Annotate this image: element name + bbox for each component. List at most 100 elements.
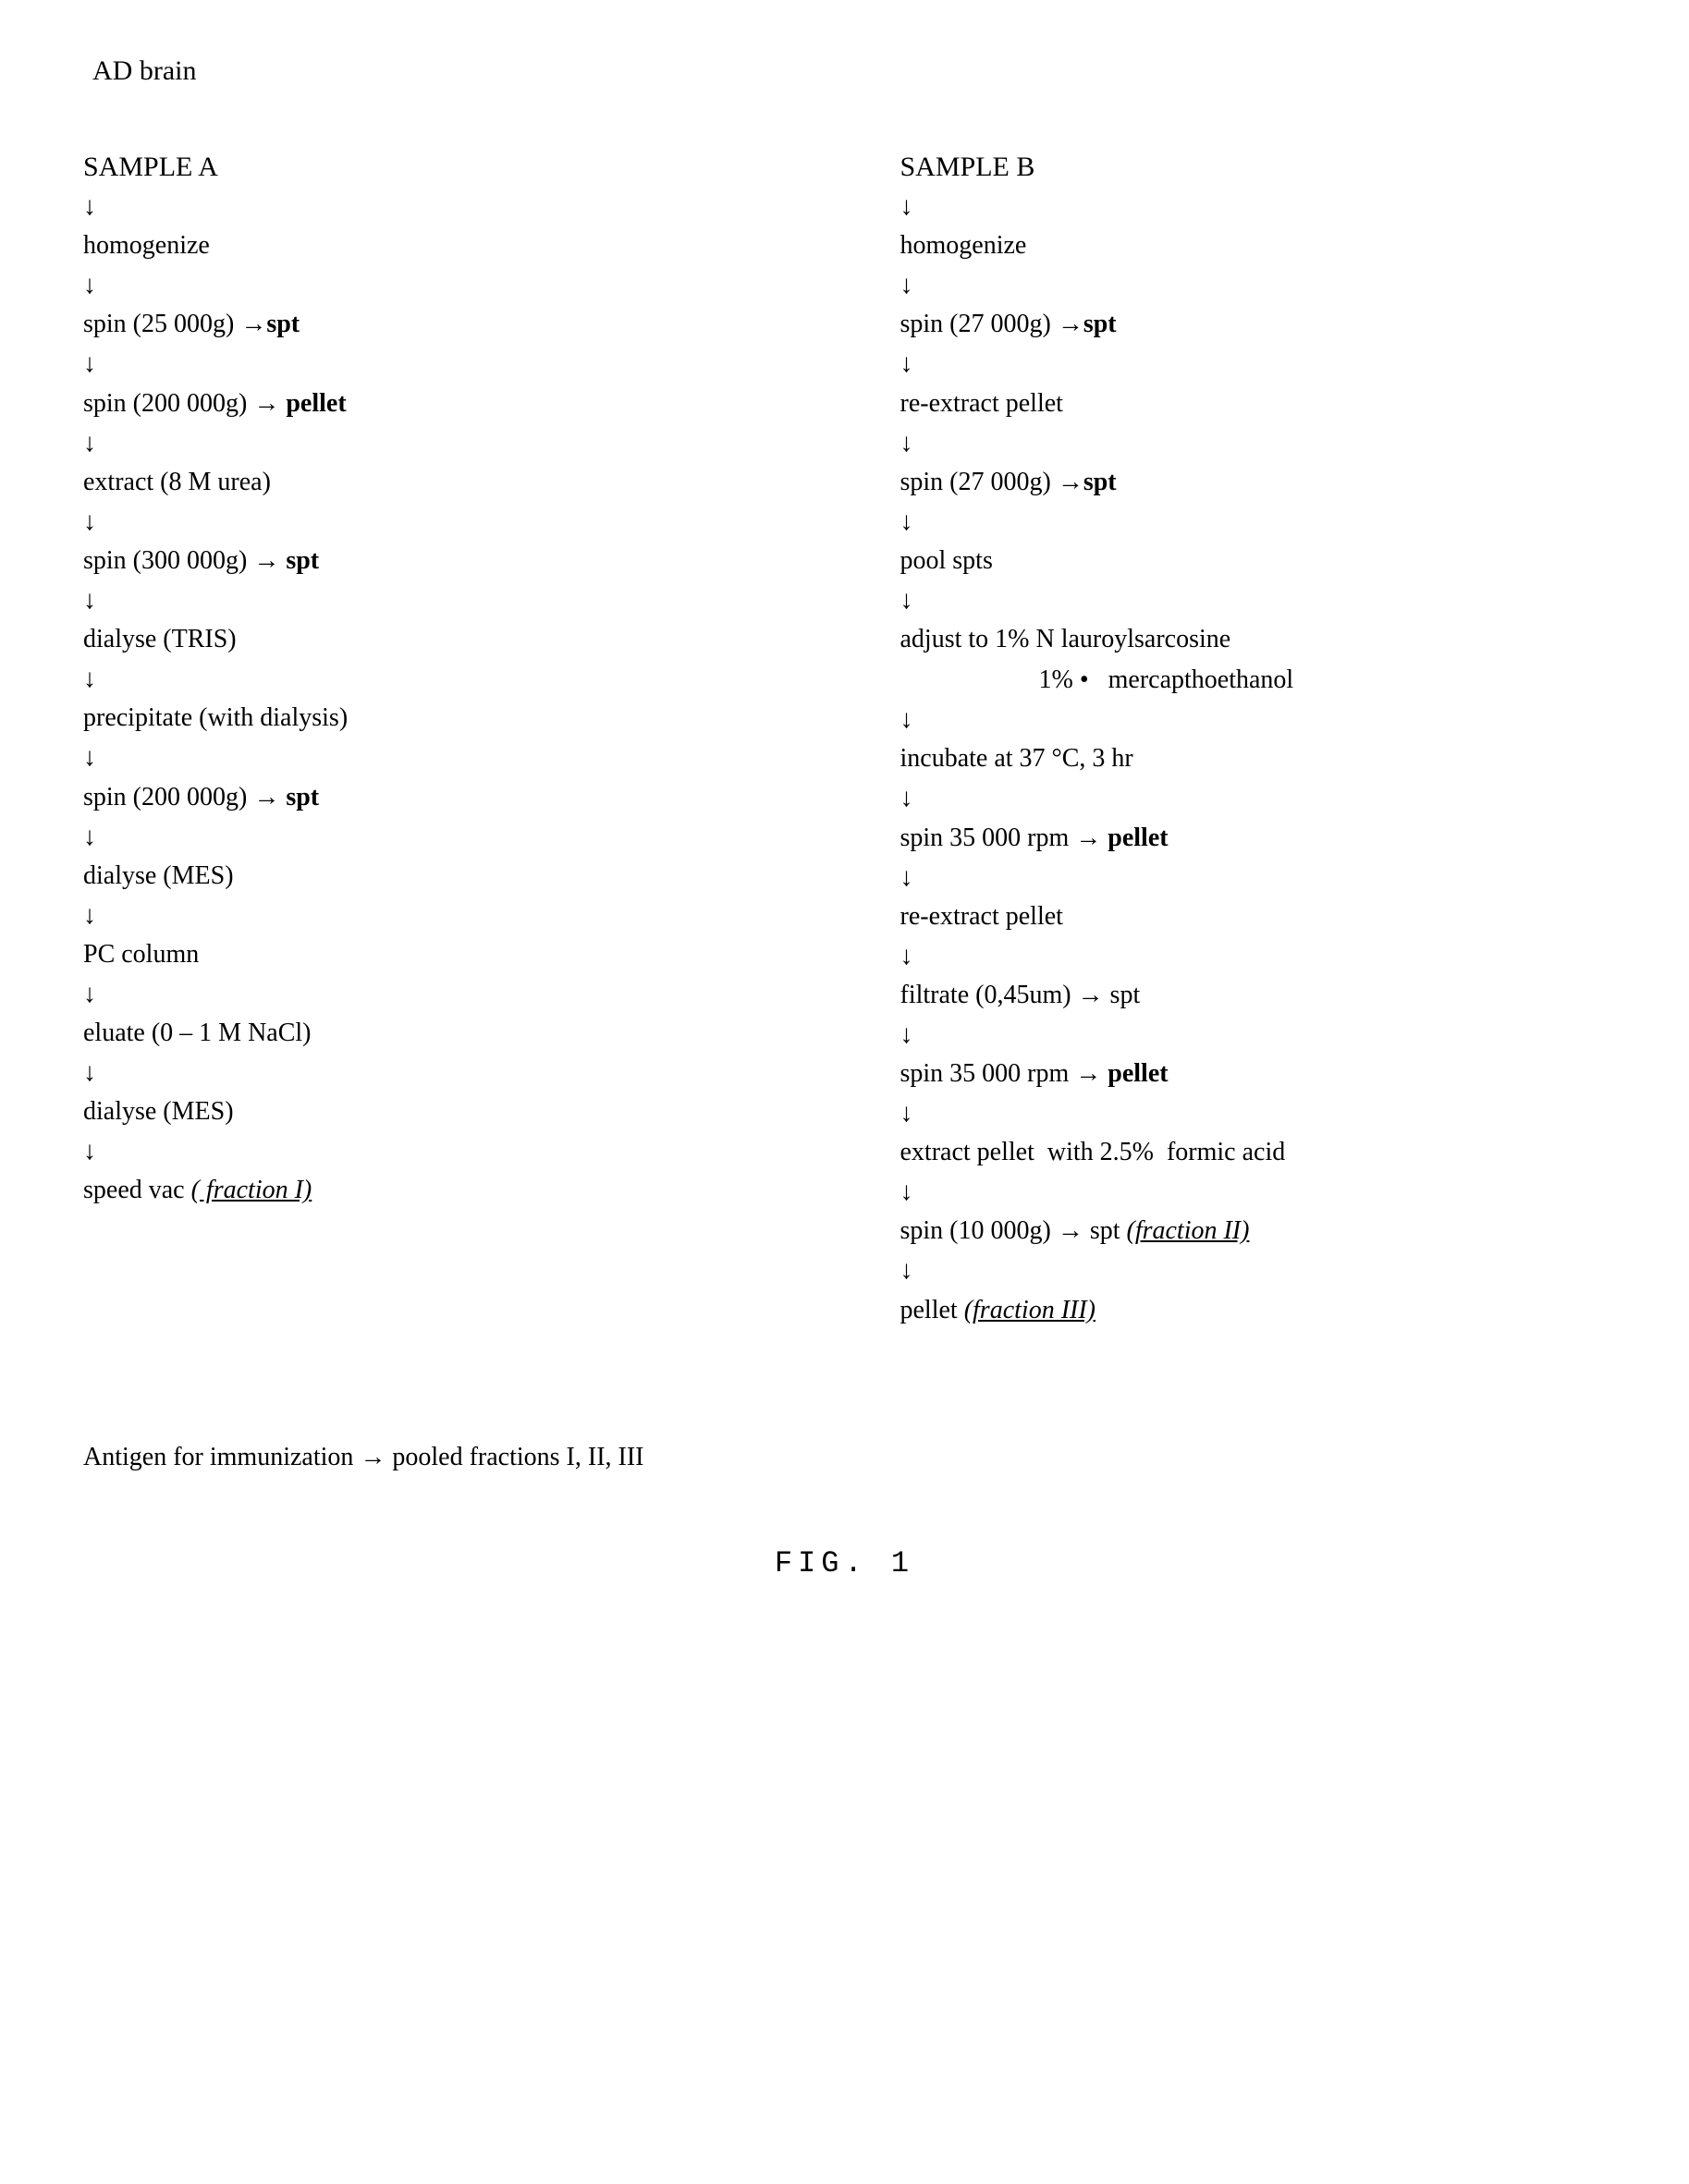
step-result: spt: [266, 310, 300, 338]
step-text: spin 35 000 rpm →: [900, 1059, 1108, 1088]
step-text: PC column: [83, 940, 199, 969]
step-text: spin (10 000g) → spt: [900, 1216, 1127, 1245]
down-arrow-icon: ↓: [900, 189, 1607, 225]
sample-b-step: spin (10 000g) → spt (fraction II): [900, 1212, 1607, 1251]
step-text: filtrate (0,45um) → spt: [900, 981, 1141, 1009]
sample-a-step: dialyse (MES): [83, 1092, 789, 1131]
down-arrow-icon: ↓: [900, 702, 1607, 738]
sample-a-step: homogenize: [83, 226, 789, 265]
step-text: precipitate (with dialysis): [83, 703, 348, 732]
sample-a-column: SAMPLE A ↓homogenize↓spin (25 000g) →spt…: [83, 152, 789, 1332]
down-arrow-icon: ↓: [83, 976, 789, 1012]
step-result: spt: [1083, 310, 1117, 338]
step-text: spin (25 000g) →: [83, 310, 266, 338]
step-text: pellet: [900, 1296, 964, 1324]
sample-b-step: spin 35 000 rpm → pellet: [900, 1055, 1607, 1093]
sample-b-step: re-extract pellet: [900, 897, 1607, 936]
step-text: spin 35 000 rpm →: [900, 824, 1108, 852]
sample-a-step: spin (25 000g) →spt: [83, 305, 789, 344]
sample-b-step-extra: 1% • mercapthoethanol: [1039, 661, 1607, 700]
down-arrow-icon: ↓: [900, 504, 1607, 540]
down-arrow-icon: ↓: [83, 739, 789, 775]
step-result: pellet: [286, 389, 346, 418]
sample-b-heading: SAMPLE B: [900, 152, 1607, 183]
sample-b-column: SAMPLE B ↓homogenize↓spin (27 000g) →spt…: [900, 152, 1607, 1332]
sample-b-step: adjust to 1% N lauroylsarcosine: [900, 620, 1607, 659]
step-text: dialyse (MES): [83, 861, 234, 890]
sample-a-step: PC column: [83, 935, 789, 974]
down-arrow-icon: ↓: [83, 267, 789, 303]
down-arrow-icon: ↓: [900, 267, 1607, 303]
down-arrow-icon: ↓: [83, 661, 789, 697]
step-text: dialyse (TRIS): [83, 625, 237, 653]
down-arrow-icon: ↓: [83, 1133, 789, 1169]
step-text: re-extract pellet: [900, 902, 1063, 931]
step-text: homogenize: [83, 231, 210, 260]
sample-a-step: speed vac ( fraction I): [83, 1171, 789, 1210]
sample-a-step: spin (200 000g) → spt: [83, 778, 789, 817]
footer-suffix: pooled fractions I, II, III: [386, 1443, 643, 1471]
down-arrow-icon: ↓: [83, 1055, 789, 1091]
down-arrow-icon: ↓: [900, 938, 1607, 974]
sample-b-step: pool spts: [900, 542, 1607, 580]
sample-a-step: spin (200 000g) → pellet: [83, 384, 789, 423]
sample-a-step: eluate (0 – 1 M NaCl): [83, 1014, 789, 1053]
down-arrow-icon: ↓: [900, 425, 1607, 461]
step-text: spin (27 000g) →: [900, 310, 1083, 338]
down-arrow-icon: ↓: [83, 189, 789, 225]
sample-a-step: precipitate (with dialysis): [83, 699, 789, 738]
step-result: spt: [1083, 468, 1117, 496]
down-arrow-icon: ↓: [900, 1017, 1607, 1053]
sample-b-step: incubate at 37 °C, 3 hr: [900, 739, 1607, 778]
fraction-label: (fraction III): [964, 1296, 1095, 1324]
down-arrow-icon: ↓: [900, 1252, 1607, 1288]
sample-a-step: spin (300 000g) → spt: [83, 542, 789, 580]
sample-b-step: spin (27 000g) →spt: [900, 305, 1607, 344]
down-arrow-icon: ↓: [83, 819, 789, 855]
step-result: spt: [286, 783, 319, 811]
down-arrow-icon: ↓: [900, 1095, 1607, 1131]
footer-line: Antigen for immunization → pooled fracti…: [83, 1443, 1606, 1472]
sample-a-heading: SAMPLE A: [83, 152, 789, 183]
right-arrow-icon: →: [360, 1443, 386, 1471]
step-text: spin (200 000g) →: [83, 389, 286, 418]
sample-b-step: re-extract pellet: [900, 384, 1607, 423]
down-arrow-icon: ↓: [83, 425, 789, 461]
down-arrow-icon: ↓: [900, 582, 1607, 618]
down-arrow-icon: ↓: [900, 1174, 1607, 1210]
step-text: extract (8 M urea): [83, 468, 271, 496]
down-arrow-icon: ↓: [83, 582, 789, 618]
step-text: speed vac: [83, 1176, 191, 1204]
sample-a-steps: ↓homogenize↓spin (25 000g) →spt↓spin (20…: [83, 189, 789, 1210]
step-text: homogenize: [900, 231, 1027, 260]
step-text: spin (200 000g) →: [83, 783, 286, 811]
fraction-label: ( fraction I): [191, 1176, 312, 1204]
step-result: spt: [286, 546, 319, 575]
step-text: spin (300 000g) →: [83, 546, 286, 575]
sample-b-step: extract pellet with 2.5% formic acid: [900, 1133, 1607, 1172]
step-text: incubate at 37 °C, 3 hr: [900, 744, 1133, 773]
step-result: pellet: [1108, 1059, 1168, 1088]
step-result: pellet: [1108, 824, 1168, 852]
sample-b-step: homogenize: [900, 226, 1607, 265]
down-arrow-icon: ↓: [900, 860, 1607, 896]
down-arrow-icon: ↓: [900, 346, 1607, 382]
sample-b-step: spin 35 000 rpm → pellet: [900, 819, 1607, 858]
step-text: spin (27 000g) →: [900, 468, 1083, 496]
figure-label: FIG. 1: [83, 1546, 1606, 1580]
step-text: eluate (0 – 1 M NaCl): [83, 1019, 312, 1047]
down-arrow-icon: ↓: [83, 346, 789, 382]
sample-a-step: dialyse (MES): [83, 857, 789, 896]
down-arrow-icon: ↓: [83, 504, 789, 540]
sample-b-step: pellet (fraction III): [900, 1291, 1607, 1330]
sample-b-step: spin (27 000g) →spt: [900, 463, 1607, 502]
down-arrow-icon: ↓: [83, 897, 789, 933]
step-text: re-extract pellet: [900, 389, 1063, 418]
down-arrow-icon: ↓: [900, 780, 1607, 816]
sample-a-step: dialyse (TRIS): [83, 620, 789, 659]
sample-b-step: filtrate (0,45um) → spt: [900, 976, 1607, 1015]
step-text: adjust to 1% N lauroylsarcosine: [900, 625, 1231, 653]
sample-b-steps: ↓homogenize↓spin (27 000g) →spt↓re-extra…: [900, 189, 1607, 1330]
footer-prefix: Antigen for immunization: [83, 1443, 360, 1471]
flow-columns: SAMPLE A ↓homogenize↓spin (25 000g) →spt…: [83, 152, 1606, 1332]
